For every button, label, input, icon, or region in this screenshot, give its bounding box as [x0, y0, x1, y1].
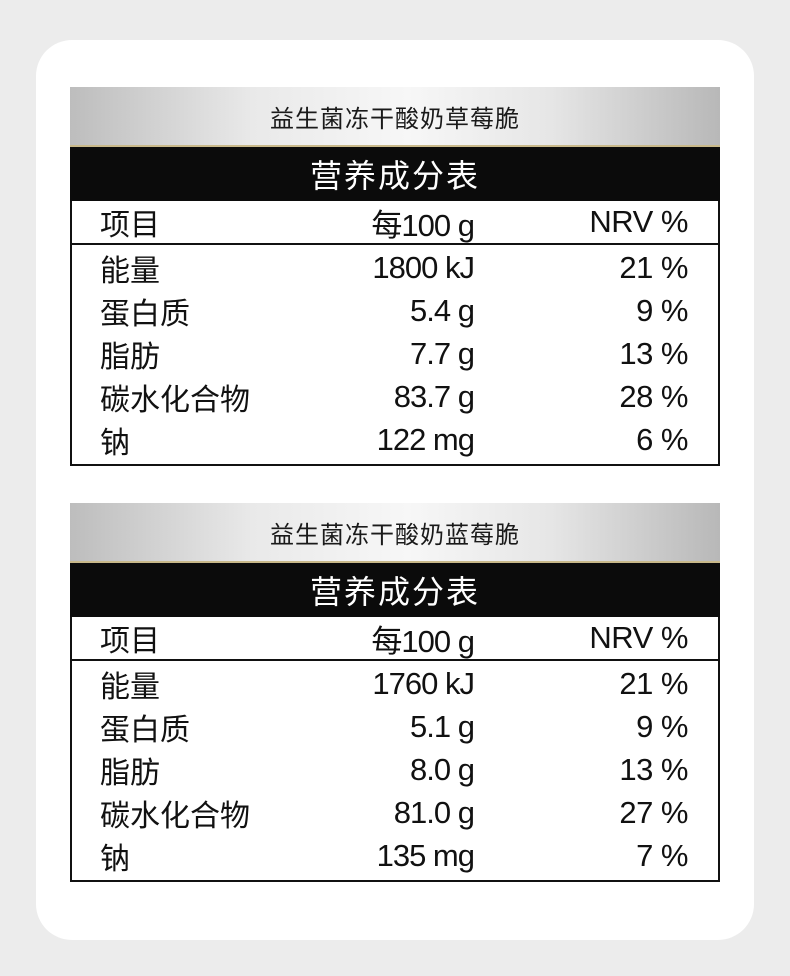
- nutrient-name: 碳水化合物: [100, 382, 250, 418]
- nutrient-amount: 81.0 g: [393, 794, 475, 830]
- nutrient-nrv: 21 %: [619, 665, 688, 701]
- nutrient-amount: 7.7 g: [410, 335, 475, 371]
- table-row: 碳水化合物 83.7 g 28 %: [72, 375, 718, 418]
- nutrition-table-strawberry: 益生菌冻干酸奶草莓脆 营养成分表 项目 每100 g NRV % 能量 1800…: [70, 87, 720, 466]
- column-header-item: 项目: [100, 624, 160, 659]
- nutrient-name: 能量: [100, 669, 160, 705]
- nutrient-amount: 1800 kJ: [372, 249, 475, 285]
- nutrient-nrv: 21 %: [619, 249, 688, 285]
- column-header-item: 项目: [100, 208, 160, 243]
- table-row: 蛋白质 5.4 g 9 %: [72, 289, 718, 332]
- table-row: 脂肪 8.0 g 13 %: [72, 748, 718, 791]
- table-rows: 能量 1760 kJ 21 % 蛋白质 5.1 g 9 % 脂肪 8.0 g 1…: [72, 661, 718, 880]
- product-name: 益生菌冻干酸奶草莓脆: [70, 87, 720, 147]
- column-header-nrv: NRV %: [589, 620, 688, 655]
- nutrient-name: 能量: [100, 253, 160, 289]
- column-header-row: 项目 每100 g NRV %: [72, 617, 718, 661]
- nutrient-name: 脂肪: [100, 755, 160, 791]
- nutrient-name: 蛋白质: [100, 296, 190, 332]
- column-header-per100g: 每100 g: [371, 623, 475, 659]
- table-row: 蛋白质 5.1 g 9 %: [72, 705, 718, 748]
- nutrient-nrv: 7 %: [636, 837, 688, 873]
- nutrient-name: 碳水化合物: [100, 798, 250, 834]
- table-row: 钠 135 mg 7 %: [72, 834, 718, 877]
- table-row: 钠 122 mg 6 %: [72, 418, 718, 461]
- nutrient-nrv: 28 %: [619, 378, 688, 414]
- column-header-nrv: NRV %: [589, 204, 688, 239]
- table-body: 项目 每100 g NRV % 能量 1800 kJ 21 % 蛋白质 5.4 …: [70, 201, 720, 466]
- nutrient-name: 钠: [100, 425, 130, 461]
- table-rows: 能量 1800 kJ 21 % 蛋白质 5.4 g 9 % 脂肪 7.7 g 1…: [72, 245, 718, 464]
- nutrient-amount: 1760 kJ: [372, 665, 475, 701]
- table-title: 营养成分表: [70, 147, 720, 201]
- table-row: 碳水化合物 81.0 g 27 %: [72, 791, 718, 834]
- nutrient-amount: 8.0 g: [410, 751, 475, 787]
- nutrient-name: 蛋白质: [100, 712, 190, 748]
- nutrient-amount: 135 mg: [376, 837, 475, 873]
- table-row: 能量 1760 kJ 21 %: [72, 662, 718, 705]
- column-header-row: 项目 每100 g NRV %: [72, 201, 718, 245]
- nutrient-name: 钠: [100, 841, 130, 877]
- nutrient-nrv: 27 %: [619, 794, 688, 830]
- nutrient-nrv: 6 %: [636, 421, 688, 457]
- product-name: 益生菌冻干酸奶蓝莓脆: [70, 503, 720, 563]
- table-title: 营养成分表: [70, 563, 720, 617]
- nutrient-nrv: 9 %: [636, 292, 688, 328]
- table-body: 项目 每100 g NRV % 能量 1760 kJ 21 % 蛋白质 5.1 …: [70, 617, 720, 882]
- nutrient-amount: 83.7 g: [393, 378, 475, 414]
- nutrient-nrv: 13 %: [619, 335, 688, 371]
- nutrition-table-blueberry: 益生菌冻干酸奶蓝莓脆 营养成分表 项目 每100 g NRV % 能量 1760…: [70, 503, 720, 882]
- nutrient-name: 脂肪: [100, 339, 160, 375]
- nutrient-amount: 122 mg: [376, 421, 475, 457]
- nutrient-nrv: 9 %: [636, 708, 688, 744]
- nutrient-amount: 5.4 g: [410, 292, 475, 328]
- nutrient-nrv: 13 %: [619, 751, 688, 787]
- table-row: 能量 1800 kJ 21 %: [72, 246, 718, 289]
- table-row: 脂肪 7.7 g 13 %: [72, 332, 718, 375]
- column-header-per100g: 每100 g: [371, 207, 475, 243]
- nutrient-amount: 5.1 g: [410, 708, 475, 744]
